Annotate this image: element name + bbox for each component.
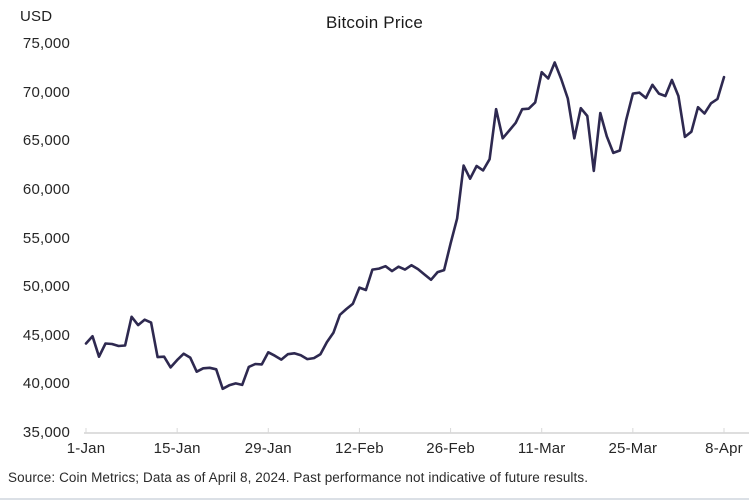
y-axis-label: 60,000 [22,180,70,198]
y-axis-label: 65,000 [22,132,70,150]
x-axis-label: 8-Apr [705,440,743,457]
y-axis-label: 50,000 [22,278,70,296]
x-axis-label: 12-Feb [335,440,384,457]
y-axis-unit-label: USD [20,8,53,25]
x-axis-label: 25-Mar [608,440,658,457]
y-axis-label: 45,000 [22,326,70,344]
source-attribution: Source: Coin Metrics; Data as of April 8… [8,470,589,485]
x-axis-label: 29-Jan [244,440,292,457]
y-axis-label: 75,000 [22,35,70,52]
price-line-series [84,61,726,391]
y-axis-label: 35,000 [22,424,70,441]
chart-title: Bitcoin Price [325,13,424,32]
x-axis-label: 11-Mar [517,440,566,457]
x-axis-label: 15-Jan [153,440,201,457]
x-axis-label: 26-Feb [426,440,475,457]
y-axis-label: 55,000 [22,229,70,247]
bitcoin-price-line [84,61,726,391]
y-axis-label: 70,000 [22,83,70,101]
x-axis-label: 1-Jan [66,440,106,457]
x-axis [84,428,749,434]
y-axis-label: 40,000 [22,375,70,393]
